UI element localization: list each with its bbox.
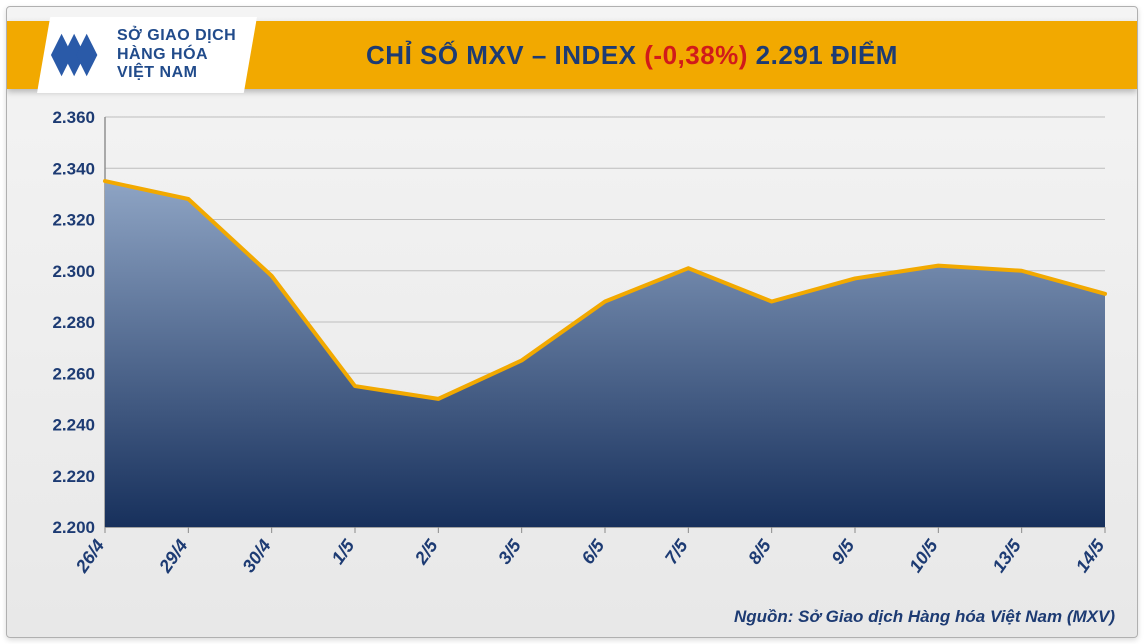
logo-line2: HÀNG HÓA <box>117 46 236 64</box>
y-tick-label: 2.340 <box>52 159 95 178</box>
source-text: Nguồn: Sở Giao dịch Hàng hóa Việt Nam (M… <box>734 607 1115 627</box>
x-tick-label: 1/5 <box>328 535 359 568</box>
y-tick-label: 2.260 <box>52 364 95 383</box>
x-tick-label: 29/4 <box>155 536 192 577</box>
logo-badge: SỞ GIAO DỊCH HÀNG HÓA VIỆT NAM <box>37 17 257 93</box>
y-tick-label: 2.240 <box>52 416 95 435</box>
x-tick-label: 6/5 <box>578 535 609 568</box>
x-tick-label: 8/5 <box>744 535 775 568</box>
x-tick-label: 10/5 <box>905 535 942 576</box>
x-tick-label: 13/5 <box>988 535 1025 576</box>
x-tick-label: 30/4 <box>238 536 274 576</box>
chart-area: 2.200 2.220 2.240 2.260 2.280 2.300 2.320 2.340… <box>35 107 1121 593</box>
logo-line1: SỞ GIAO DỊCH <box>117 27 236 45</box>
title-prefix: CHỈ SỐ MXV – INDEX <box>366 40 644 70</box>
x-tick-label: 26/4 <box>71 536 108 577</box>
x-tick-label: 14/5 <box>1072 535 1109 576</box>
logo-text: SỞ GIAO DỊCH HÀNG HÓA VIỆT NAM <box>117 27 236 82</box>
logo-line3: VIỆT NAM <box>117 64 236 82</box>
y-tick-label: 2.320 <box>52 211 95 230</box>
x-tick-label: 9/5 <box>828 535 859 568</box>
chart-card: SỞ GIAO DỊCH HÀNG HÓA VIỆT NAM CHỈ SỐ MX… <box>6 6 1138 638</box>
x-tick-label: 7/5 <box>661 535 692 568</box>
title-bar: SỞ GIAO DỊCH HÀNG HÓA VIỆT NAM CHỈ SỐ MX… <box>7 21 1137 89</box>
y-tick-label: 2.200 <box>52 518 95 537</box>
y-tick-label: 2.280 <box>52 313 95 332</box>
area-fill <box>105 181 1105 527</box>
chart-title: CHỈ SỐ MXV – INDEX (-0,38%) 2.291 ĐIỂM <box>366 40 898 71</box>
area-chart: 2.200 2.220 2.240 2.260 2.280 2.300 2.320 2.340… <box>35 107 1135 597</box>
title-value: 2.291 ĐIỂM <box>748 40 898 70</box>
logo-mark-icon <box>49 26 107 84</box>
y-tick-label: 2.220 <box>52 467 95 486</box>
y-tick-label: 2.300 <box>52 262 95 281</box>
title-pct: (-0,38%) <box>644 40 748 70</box>
x-tick-label: 2/5 <box>410 535 442 569</box>
y-tick-label: 2.360 <box>52 108 95 127</box>
x-tick-label: 3/5 <box>494 535 525 568</box>
